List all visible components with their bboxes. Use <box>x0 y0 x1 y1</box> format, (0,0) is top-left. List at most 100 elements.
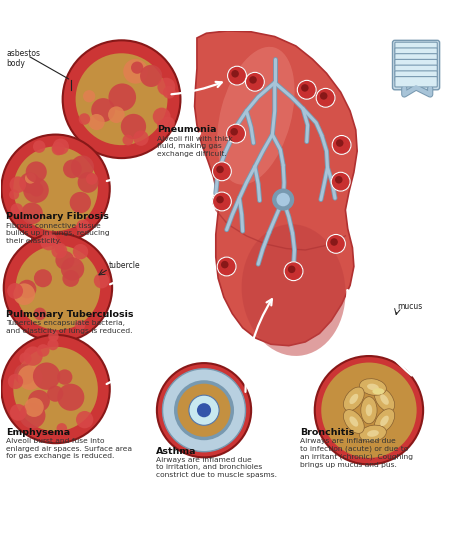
Circle shape <box>140 65 162 87</box>
Text: Alveoli burst and fuse into
enlarged air spaces. Surface area
for gas exchange i: Alveoli burst and fuse into enlarged air… <box>6 438 132 459</box>
Text: mucus: mucus <box>397 302 422 311</box>
FancyBboxPatch shape <box>395 48 438 58</box>
Circle shape <box>330 238 338 246</box>
Circle shape <box>55 251 74 270</box>
Circle shape <box>10 404 27 421</box>
Circle shape <box>16 245 100 330</box>
Circle shape <box>83 90 95 102</box>
Text: tubercle: tubercle <box>109 261 140 270</box>
Circle shape <box>91 98 115 122</box>
FancyBboxPatch shape <box>395 71 438 81</box>
Ellipse shape <box>373 388 384 394</box>
FancyBboxPatch shape <box>395 65 438 76</box>
Circle shape <box>161 117 175 131</box>
Circle shape <box>89 114 105 130</box>
Text: Airways are inflamed due
to irritation, and bronchioles
constrict due to muscle : Airways are inflamed due to irritation, … <box>156 457 277 478</box>
Circle shape <box>79 113 90 125</box>
Circle shape <box>37 344 49 357</box>
Circle shape <box>63 41 181 158</box>
Text: Emphysema: Emphysema <box>6 427 70 437</box>
Circle shape <box>48 331 59 342</box>
Circle shape <box>249 76 257 84</box>
Ellipse shape <box>344 387 364 411</box>
Circle shape <box>7 283 23 299</box>
Circle shape <box>301 84 309 92</box>
Circle shape <box>56 423 67 434</box>
Circle shape <box>57 384 84 411</box>
FancyBboxPatch shape <box>395 54 438 64</box>
Circle shape <box>71 156 94 179</box>
Text: Bronchitis: Bronchitis <box>300 427 355 437</box>
Circle shape <box>26 161 47 182</box>
Text: Pneumonia: Pneumonia <box>157 125 217 134</box>
Circle shape <box>25 173 36 184</box>
Text: Pulmonary Fibrosis: Pulmonary Fibrosis <box>6 212 109 221</box>
Circle shape <box>51 243 67 259</box>
Circle shape <box>52 142 65 155</box>
Circle shape <box>86 173 98 185</box>
Circle shape <box>273 189 293 210</box>
Ellipse shape <box>374 409 395 433</box>
Circle shape <box>68 254 81 266</box>
Ellipse shape <box>380 416 389 426</box>
Circle shape <box>331 172 350 191</box>
FancyBboxPatch shape <box>395 77 438 87</box>
Circle shape <box>8 374 23 389</box>
Circle shape <box>47 385 64 402</box>
Circle shape <box>123 59 148 84</box>
Circle shape <box>94 273 109 288</box>
Circle shape <box>336 139 344 147</box>
Circle shape <box>33 140 46 153</box>
Text: Tubercles encapsulate bacteria,
and elasticity of lungs is reduced.: Tubercles encapsulate bacteria, and elas… <box>6 320 133 334</box>
Circle shape <box>73 244 88 260</box>
Circle shape <box>21 203 43 224</box>
Text: Fibrous connective tissue
builds up in lungs, reducing
their elasticity.: Fibrous connective tissue builds up in l… <box>6 223 109 244</box>
Circle shape <box>76 53 167 145</box>
Ellipse shape <box>349 416 358 426</box>
Circle shape <box>316 88 335 107</box>
Circle shape <box>315 356 423 464</box>
Circle shape <box>133 131 149 146</box>
Circle shape <box>335 176 343 183</box>
Circle shape <box>327 235 346 253</box>
Circle shape <box>40 233 58 251</box>
Circle shape <box>29 182 44 197</box>
Circle shape <box>33 362 60 390</box>
Circle shape <box>163 86 175 99</box>
Circle shape <box>109 84 136 111</box>
Circle shape <box>216 166 224 173</box>
Circle shape <box>18 280 36 298</box>
Text: Airways are inflamed due
to infection (acute) or due to
an irritant (chronic). C: Airways are inflamed due to infection (a… <box>300 438 413 467</box>
Circle shape <box>197 403 211 417</box>
FancyBboxPatch shape <box>395 42 438 53</box>
Circle shape <box>9 190 19 200</box>
Circle shape <box>332 135 351 155</box>
Circle shape <box>13 347 98 431</box>
Circle shape <box>227 124 246 143</box>
Ellipse shape <box>359 378 386 395</box>
Circle shape <box>13 147 98 231</box>
Circle shape <box>47 339 59 350</box>
Circle shape <box>76 220 90 233</box>
Circle shape <box>23 177 49 203</box>
Polygon shape <box>195 31 357 346</box>
Circle shape <box>230 128 238 135</box>
Text: asbestos
body: asbestos body <box>6 49 40 68</box>
Circle shape <box>231 70 239 77</box>
Circle shape <box>212 192 231 211</box>
Circle shape <box>221 261 228 269</box>
Circle shape <box>75 320 85 330</box>
Circle shape <box>176 382 232 439</box>
Circle shape <box>217 257 236 276</box>
Circle shape <box>122 134 133 146</box>
Circle shape <box>246 72 264 91</box>
Circle shape <box>157 78 175 95</box>
Circle shape <box>297 80 316 99</box>
Circle shape <box>288 265 295 273</box>
FancyBboxPatch shape <box>392 41 439 90</box>
Circle shape <box>284 262 303 281</box>
Circle shape <box>121 114 146 139</box>
Circle shape <box>10 203 23 216</box>
Circle shape <box>157 120 168 131</box>
Circle shape <box>14 364 36 385</box>
